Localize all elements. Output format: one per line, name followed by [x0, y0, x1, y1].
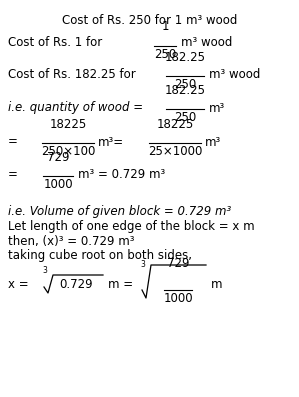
Text: m³: m³ — [205, 135, 221, 148]
Text: 182.25: 182.25 — [164, 84, 205, 97]
Text: 18225: 18225 — [156, 118, 194, 131]
Text: 1000: 1000 — [163, 292, 193, 305]
Text: m³ = 0.729 m³: m³ = 0.729 m³ — [78, 168, 165, 181]
Text: 250: 250 — [174, 111, 196, 124]
Text: =: = — [8, 168, 18, 181]
Text: =: = — [8, 135, 18, 148]
Text: m³ wood: m³ wood — [209, 69, 260, 81]
Text: i.e. quantity of wood =: i.e. quantity of wood = — [8, 102, 143, 114]
Text: Cost of Rs. 250 for 1 m³ wood: Cost of Rs. 250 for 1 m³ wood — [62, 14, 238, 27]
Text: 1000: 1000 — [43, 178, 73, 191]
Text: m =: m = — [108, 279, 133, 291]
Text: 3: 3 — [42, 266, 47, 275]
Text: then, (x)³ = 0.729 m³: then, (x)³ = 0.729 m³ — [8, 235, 135, 248]
Text: 250×100: 250×100 — [41, 145, 95, 158]
Text: Cost of Rs. 182.25 for: Cost of Rs. 182.25 for — [8, 69, 136, 81]
Text: 182.25: 182.25 — [164, 51, 205, 64]
Text: i.e. Volume of given block = 0.729 m³: i.e. Volume of given block = 0.729 m³ — [8, 205, 231, 218]
Text: 729: 729 — [47, 151, 69, 164]
Text: Let length of one edge of the block = x m: Let length of one edge of the block = x … — [8, 220, 255, 233]
Text: 3: 3 — [140, 260, 145, 269]
Text: m³ wood: m³ wood — [181, 35, 232, 48]
Text: taking cube root on both sides,: taking cube root on both sides, — [8, 249, 192, 262]
Text: 0.729: 0.729 — [59, 279, 93, 291]
Text: 1: 1 — [161, 20, 169, 33]
Text: Cost of Rs. 1 for: Cost of Rs. 1 for — [8, 35, 102, 48]
Text: m³=: m³= — [98, 135, 124, 148]
Text: m³: m³ — [209, 102, 225, 114]
Text: 25×1000: 25×1000 — [148, 145, 202, 158]
Text: 729: 729 — [167, 257, 189, 270]
Text: 18225: 18225 — [49, 118, 87, 131]
Text: x =: x = — [8, 279, 29, 291]
Text: 250: 250 — [154, 48, 176, 61]
Text: 250: 250 — [174, 78, 196, 91]
Text: m: m — [211, 279, 222, 291]
